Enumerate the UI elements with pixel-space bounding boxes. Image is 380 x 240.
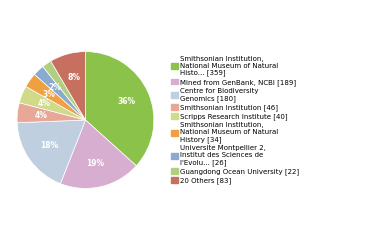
Legend: Smithsonian Institution,
National Museum of Natural
Histo... [359], Mined from G: Smithsonian Institution, National Museum…	[171, 55, 300, 185]
Wedge shape	[26, 74, 86, 120]
Text: 8%: 8%	[67, 73, 80, 82]
Wedge shape	[17, 120, 85, 184]
Text: 2%: 2%	[49, 83, 62, 92]
Wedge shape	[17, 103, 85, 123]
Wedge shape	[51, 52, 86, 120]
Wedge shape	[19, 86, 86, 120]
Wedge shape	[35, 66, 86, 120]
Text: 4%: 4%	[38, 99, 51, 108]
Wedge shape	[43, 61, 86, 120]
Text: 19%: 19%	[87, 159, 105, 168]
Text: 3%: 3%	[43, 90, 56, 99]
Wedge shape	[86, 52, 154, 166]
Text: 4%: 4%	[35, 111, 48, 120]
Text: 36%: 36%	[117, 97, 135, 106]
Text: 18%: 18%	[40, 141, 59, 150]
Wedge shape	[60, 120, 136, 188]
